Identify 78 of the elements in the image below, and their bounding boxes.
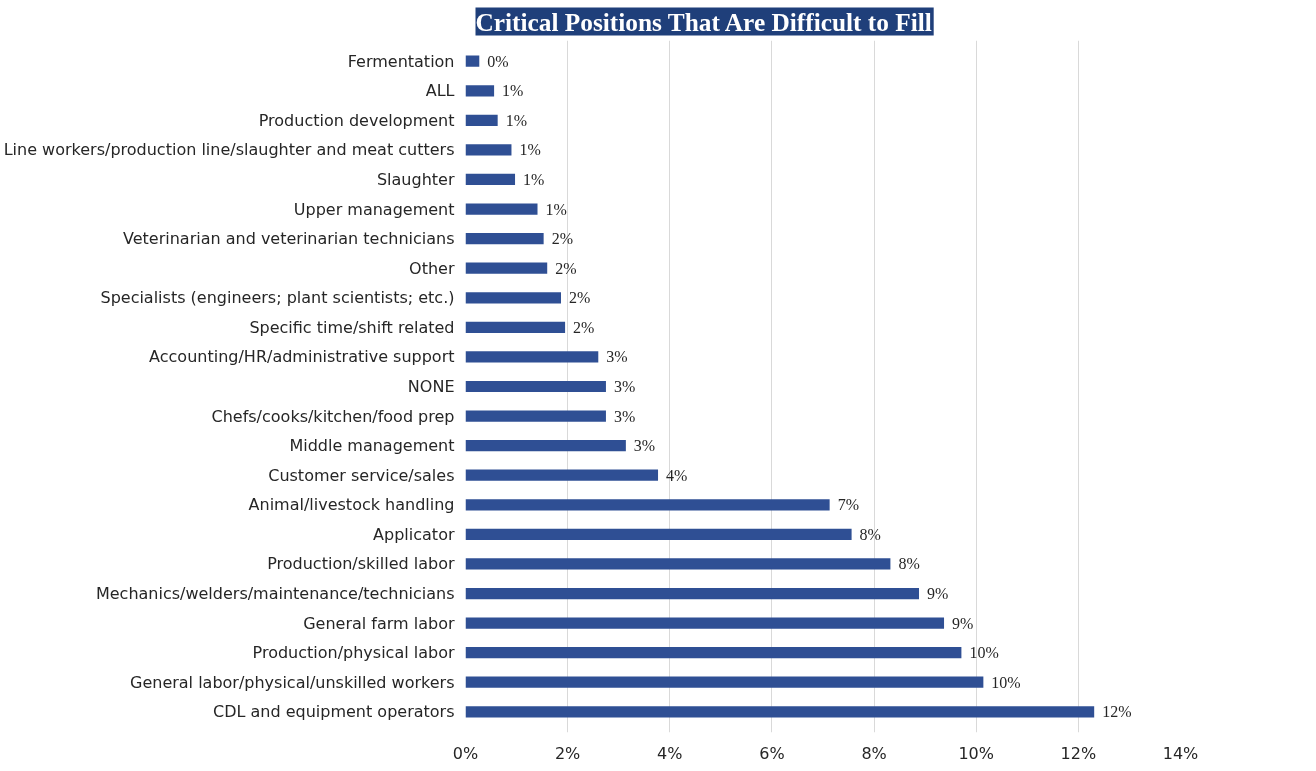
- y-tick-label: Other: [409, 258, 455, 278]
- y-tick-label: Mechanics/welders/maintenance/technicians: [95, 584, 455, 604]
- bar: [465, 144, 512, 156]
- y-tick-label: Slaughter: [376, 169, 455, 189]
- data-label: 3%: [633, 437, 656, 455]
- chart-title: Critical Positions That Are Difficult to Fill: [475, 7, 932, 36]
- bar: [465, 351, 599, 363]
- bar: [465, 292, 561, 304]
- bar: [465, 262, 548, 274]
- data-label: 9%: [952, 614, 974, 632]
- data-label: 1%: [502, 82, 524, 100]
- y-tick-label: Animal/livestock handling: [248, 495, 455, 515]
- bar: [465, 647, 962, 659]
- y-tick-label: Applicator: [373, 524, 455, 544]
- data-label: 1%: [545, 200, 567, 218]
- bar: [465, 321, 566, 333]
- bar: [465, 528, 852, 540]
- y-tick-label: Production/skilled labor: [267, 554, 455, 574]
- bar: [465, 203, 538, 215]
- data-label: 9%: [927, 585, 949, 603]
- x-tick-label: 6%: [759, 743, 785, 763]
- x-tick-label: 12%: [1060, 743, 1097, 763]
- data-label: 2%: [573, 318, 595, 336]
- x-tick-label: 2%: [554, 743, 581, 763]
- y-tick-label: Fermentation: [347, 51, 455, 71]
- data-label: 3%: [606, 348, 628, 366]
- data-label: 1%: [505, 111, 527, 129]
- data-label: 2%: [555, 259, 577, 277]
- bar: [465, 114, 498, 126]
- y-tick-label: Accounting/HR/administrative support: [149, 347, 455, 367]
- y-tick-label: NONE: [407, 377, 455, 396]
- bar: [465, 676, 984, 688]
- y-tick-label: Production/physical labor: [252, 643, 455, 663]
- y-tick-label: Specialists (engineers; plant scientists; etc.): [100, 288, 455, 308]
- data-label: 3%: [613, 407, 636, 425]
- data-label: 4%: [666, 466, 688, 484]
- y-tick-label: General labor/physical/unskilled workers: [130, 672, 455, 692]
- y-tick-label: Veterinarian and veterinarian technicians: [123, 229, 455, 249]
- bar: [465, 380, 606, 393]
- data-label: 1%: [523, 170, 545, 188]
- data-label: 8%: [859, 525, 881, 543]
- data-label: 0%: [487, 52, 509, 70]
- data-label: 7%: [837, 496, 859, 514]
- data-label: 1%: [519, 141, 541, 159]
- data-label: 10%: [969, 644, 999, 662]
- y-tick-label: CDL and equipment operators: [213, 702, 455, 722]
- y-tick-label: Middle management: [289, 436, 455, 456]
- data-label: 8%: [898, 555, 920, 573]
- x-tick-label: 10%: [958, 743, 994, 763]
- y-tick-label: Line workers/production line/slaughter and meat cutters: [3, 140, 455, 160]
- x-tick-label: 4%: [657, 743, 683, 763]
- bar: [465, 617, 945, 629]
- data-label: 2%: [569, 289, 591, 307]
- bar: [465, 173, 516, 186]
- bar: [465, 233, 544, 245]
- bar: [465, 499, 830, 511]
- bar: [465, 587, 920, 600]
- data-label: 12%: [1102, 703, 1132, 721]
- y-tick-label: Specific time/shift related: [249, 317, 455, 337]
- data-label: 10%: [991, 673, 1021, 691]
- x-tick-label: 0%: [452, 743, 479, 763]
- y-tick-label: Upper management: [293, 199, 455, 219]
- data-label: 3%: [613, 378, 636, 395]
- bar: [465, 440, 626, 452]
- bar: [465, 55, 480, 67]
- y-tick-label: General farm labor: [303, 613, 455, 633]
- bar: [465, 558, 891, 570]
- bar: [465, 410, 606, 422]
- y-tick-label: Production development: [258, 110, 455, 130]
- data-label: 2%: [551, 230, 573, 248]
- y-tick-label: ALL: [425, 81, 455, 101]
- bar: [465, 85, 495, 97]
- x-tick-label: 8%: [861, 743, 887, 763]
- y-tick-label: Chefs/cooks/kitchen/food prep: [211, 406, 455, 426]
- x-tick-label: 14%: [1162, 743, 1199, 763]
- bar: [465, 469, 659, 481]
- y-tick-label: Customer service/sales: [268, 465, 455, 485]
- bar: [465, 706, 1095, 718]
